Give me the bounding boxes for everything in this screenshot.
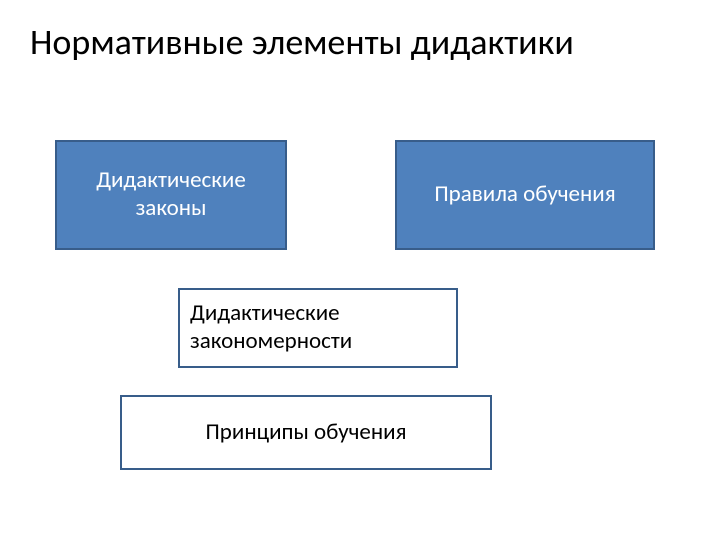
- box-learning-principles: Принципы обучения: [120, 395, 492, 470]
- page-title: Нормативные элементы дидактики: [30, 20, 690, 64]
- box-label: Дидактические законы: [67, 167, 275, 222]
- box-label: Правила обучения: [434, 181, 615, 209]
- box-didactic-patterns: Дидактические закономерности: [178, 288, 458, 368]
- box-label: Принципы обучения: [206, 419, 407, 447]
- box-didactic-laws: Дидактические законы: [55, 140, 287, 250]
- box-learning-rules: Правила обучения: [395, 140, 655, 250]
- box-label: Дидактические закономерности: [190, 300, 446, 355]
